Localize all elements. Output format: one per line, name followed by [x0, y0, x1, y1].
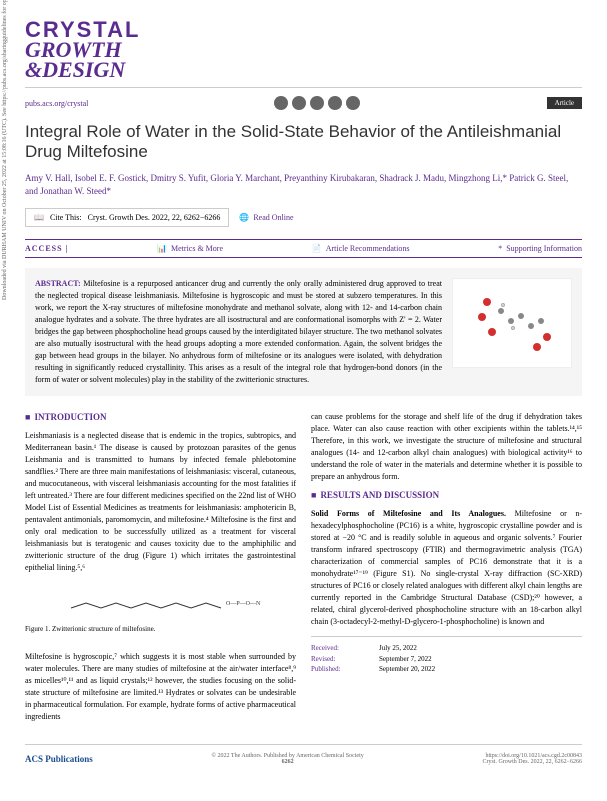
- intro-para2: Miltefosine is hygroscopic,⁷ which sugge…: [25, 651, 296, 723]
- received-label: Received:: [311, 643, 371, 654]
- abstract-text: Miltefosine is a repurposed anticancer d…: [35, 279, 442, 384]
- intro-para1: Leishmaniasis is a neglected disease tha…: [25, 430, 296, 574]
- svg-text:O—P—O—N⁺: O—P—O—N⁺: [226, 600, 261, 607]
- metrics-icon: 📊: [157, 244, 167, 253]
- col2-para2: Solid Forms of Miltefosine and Its Analo…: [311, 508, 582, 628]
- dates-box: Received: July 25, 2022 Revised: September…: [311, 636, 582, 675]
- subsection-title: Solid Forms of Miltefosine and Its Analo…: [311, 509, 506, 518]
- published-date: September 20, 2022: [379, 664, 435, 675]
- social-icons: [274, 96, 360, 110]
- intro-header-text: INTRODUCTION: [34, 411, 106, 425]
- cite-box[interactable]: 📖 Cite This: Cryst. Growth Des. 2022, 22…: [25, 208, 229, 227]
- logo-line3: &DESIGN: [25, 60, 582, 80]
- recs-link[interactable]: 📄 Article Recommendations: [312, 244, 410, 253]
- social-icon[interactable]: [310, 96, 324, 110]
- col2-body: Miltefosine or n-hexadecylphosphocholine…: [311, 509, 582, 626]
- section-marker: ■: [311, 489, 316, 503]
- abstract-label: ABSTRACT:: [35, 279, 81, 288]
- divider: [25, 87, 582, 88]
- social-icon[interactable]: [292, 96, 306, 110]
- results-header: ■ RESULTS AND DISCUSSION: [311, 489, 582, 503]
- recs-icon: 📄: [312, 244, 322, 253]
- page-footer: ACS Publications © 2022 The Authors. Pub…: [25, 744, 582, 765]
- content-columns: ■ INTRODUCTION Leishmaniasis is a neglec…: [25, 411, 582, 729]
- metrics-link[interactable]: 📊 Metrics & More: [157, 244, 223, 253]
- results-header-text: RESULTS AND DISCUSSION: [320, 489, 439, 503]
- supporting-label: Supporting Information: [506, 244, 582, 253]
- col2-para1: can cause problems for the storage and s…: [311, 411, 582, 483]
- footer-right: https://doi.org/10.1021/acs.cgd.2c00843 …: [482, 753, 582, 765]
- authors: Amy V. Hall, Isobel E. F. Gostick, Dmitr…: [25, 172, 582, 197]
- section-marker: ■: [25, 411, 30, 425]
- published-label: Published:: [311, 664, 371, 675]
- cite-bar: 📖 Cite This: Cryst. Growth Des. 2022, 22…: [25, 208, 582, 227]
- figure-1-caption: Figure 1. Zwitterionic structure of milt…: [25, 624, 296, 635]
- copyright: © 2022 The Authors. Published by America…: [211, 753, 363, 759]
- social-icon[interactable]: [328, 96, 342, 110]
- access-bar: ACCESS | 📊 Metrics & More 📄 Article Reco…: [25, 239, 582, 258]
- pub-url[interactable]: pubs.acs.org/crystal: [25, 99, 88, 108]
- intro-header: ■ INTRODUCTION: [25, 411, 296, 425]
- read-online-label: Read Online: [253, 213, 293, 222]
- pub-bar: pubs.acs.org/crystal Article: [25, 96, 582, 110]
- cite-icon: 📖: [34, 213, 44, 222]
- acs-logo: ACS Publications: [25, 754, 93, 764]
- social-icon[interactable]: [346, 96, 360, 110]
- figure-1-image: O—P—O—N⁺: [25, 590, 296, 620]
- recs-label: Article Recommendations: [326, 244, 410, 253]
- right-column: can cause problems for the storage and s…: [311, 411, 582, 729]
- journal-logo: CRYSTAL GROWTH &DESIGN: [25, 20, 582, 79]
- left-column: ■ INTRODUCTION Leishmaniasis is a neglec…: [25, 411, 296, 729]
- metrics-label: Metrics & More: [171, 244, 223, 253]
- footer-ref: Cryst. Growth Des. 2022, 22, 6262−6266: [482, 759, 582, 765]
- access-label: ACCESS |: [25, 244, 68, 253]
- article-title: Integral Role of Water in the Solid-Stat…: [25, 122, 582, 162]
- social-icon[interactable]: [274, 96, 288, 110]
- figure-1: O—P—O—N⁺ Figure 1. Zwitterionic structur…: [25, 582, 296, 643]
- abstract-figure: [452, 278, 572, 368]
- abstract: ABSTRACT: Miltefosine is a repurposed an…: [25, 268, 582, 396]
- cite-text: Cryst. Growth Des. 2022, 22, 6262−6266: [88, 213, 221, 222]
- page-number: 6262: [211, 759, 363, 765]
- revised-date: September 7, 2022: [379, 654, 432, 665]
- doi[interactable]: https://doi.org/10.1021/acs.cgd.2c00843: [482, 753, 582, 759]
- cite-label: Cite This:: [50, 213, 82, 222]
- globe-icon: 🌐: [239, 213, 249, 222]
- footer-center: © 2022 The Authors. Published by America…: [211, 753, 363, 765]
- read-online[interactable]: 🌐 Read Online: [239, 213, 293, 222]
- supporting-icon: *: [498, 244, 502, 253]
- download-note: Downloaded via DURHAM UNIV on October 25…: [2, 0, 8, 300]
- revised-label: Revised:: [311, 654, 371, 665]
- received-date: July 25, 2022: [379, 643, 417, 654]
- article-tag: Article: [547, 97, 582, 109]
- supporting-link[interactable]: * Supporting Information: [498, 244, 582, 253]
